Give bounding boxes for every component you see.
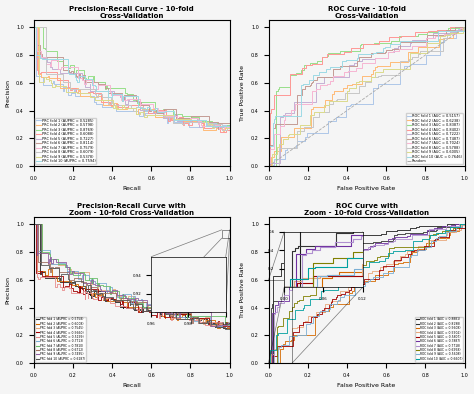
X-axis label: Recall: Recall — [122, 383, 141, 388]
Title: Precision-Recall Curve - 10-fold
Cross-Validation: Precision-Recall Curve - 10-fold Cross-V… — [69, 6, 194, 19]
Title: Precision-Recall Curve with
Zoom - 10-fold Cross-Validation: Precision-Recall Curve with Zoom - 10-fo… — [69, 203, 194, 216]
Bar — [222, 230, 229, 238]
Legend: ROC fold 1 (AUC = 0.8881), ROC fold 2 (AUC = 0.8198), ROC fold 3 (AUC = 0.5608),: ROC fold 1 (AUC = 0.8881), ROC fold 2 (A… — [415, 316, 463, 362]
Legend: ROC fold 1 (AUC = 0.5157), ROC fold 2 (AUC = 0.6238), ROC fold 3 (AUC = 0.8387),: ROC fold 1 (AUC = 0.5157), ROC fold 2 (A… — [406, 113, 463, 164]
Y-axis label: True Positive Rate: True Positive Rate — [240, 262, 246, 318]
Title: ROC Curve with
Zoom - 10-fold Cross-Validation: ROC Curve with Zoom - 10-fold Cross-Vali… — [304, 203, 429, 216]
Bar — [268, 280, 292, 363]
Title: ROC Curve - 10-fold
Cross-Validation: ROC Curve - 10-fold Cross-Validation — [328, 6, 406, 19]
Legend: PRC fold 1 (AUPRC = 0.5285), PRC fold 2 (AUPRC = 0.5798), PRC fold 3 (AUPRC = 0.: PRC fold 1 (AUPRC = 0.5285), PRC fold 2 … — [36, 118, 96, 164]
Y-axis label: True Positive Rate: True Positive Rate — [240, 65, 246, 121]
X-axis label: Recall: Recall — [122, 186, 141, 191]
X-axis label: False Positive Rate: False Positive Rate — [337, 383, 396, 388]
Y-axis label: Precision: Precision — [6, 79, 10, 107]
Legend: PRC fold 1 (AUPRC = 0.5758), PRC fold 2 (AUPRC = 0.6008), PRC fold 3 (AUPRC = 0.: PRC fold 1 (AUPRC = 0.5758), PRC fold 2 … — [35, 316, 86, 362]
Y-axis label: Precision: Precision — [6, 276, 10, 304]
X-axis label: False Positive Rate: False Positive Rate — [337, 186, 396, 191]
